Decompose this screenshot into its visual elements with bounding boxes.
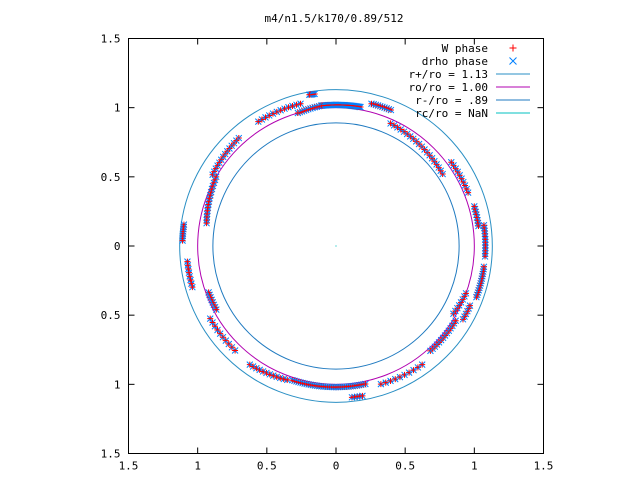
reference-circles <box>179 89 493 403</box>
w-point <box>368 100 375 107</box>
w-point <box>437 167 444 174</box>
w-point <box>461 313 468 320</box>
legend-entry-w-phase: W phase <box>442 42 517 55</box>
legend-marker-drho-phase <box>509 57 517 65</box>
y-tick-label: 0.5 <box>101 171 121 184</box>
y-tick-label: 1.5 <box>101 448 121 461</box>
w-point <box>306 91 313 98</box>
w-point <box>225 341 232 348</box>
w-point <box>284 376 291 383</box>
w-point <box>387 120 394 127</box>
x-tick-label: 0.5 <box>257 460 277 473</box>
y-tick-label: 1.5 <box>101 33 121 46</box>
legend-label-r-minus: r-/ro = .89 <box>415 94 488 107</box>
w-point <box>407 133 414 140</box>
w-point <box>400 128 407 135</box>
w-point <box>232 347 239 354</box>
legend-label-drho-phase: drho phase <box>422 55 488 68</box>
w-point <box>431 158 438 165</box>
w-point <box>222 337 229 344</box>
legend-entry-drho-phase: drho phase <box>422 55 517 68</box>
w-point <box>185 266 192 273</box>
axis-ticks: 1.5 1 0.5 0 0.5 1 1.51.510.500.511.5 <box>101 33 554 473</box>
w-point <box>362 381 369 388</box>
w-point <box>404 130 411 137</box>
x-tick-label: 0.5 <box>395 460 415 473</box>
w-point <box>462 290 469 297</box>
w-point <box>433 161 440 168</box>
w-point <box>480 263 487 270</box>
w-point <box>387 377 394 384</box>
x-tick-label: 1 <box>471 460 478 473</box>
legend-label-w-phase: W phase <box>442 42 488 55</box>
y-tick-label: 1 <box>114 378 121 391</box>
legend-cross-icon <box>509 57 517 65</box>
x-tick-label: 1.5 <box>534 460 554 473</box>
legend-label-rc: rc/ro = NaN <box>415 107 488 120</box>
w-point <box>189 284 196 291</box>
w-point <box>293 101 300 108</box>
w-point <box>454 168 461 175</box>
w-point <box>179 237 186 244</box>
legend-entry-r-minus: r-/ro = .89 <box>415 94 530 107</box>
legend-marker-w-phase <box>509 44 517 52</box>
legend-entry-ro: ro/ro = 1.00 <box>409 81 530 94</box>
circle-r-ro <box>212 122 460 370</box>
legend-label-r-plus: r+/ro = 1.13 <box>409 68 488 81</box>
y-tick-label: 0 <box>114 240 121 253</box>
w-point <box>294 110 301 117</box>
y-tick-label: 0.5 <box>101 309 121 322</box>
w-point <box>214 162 221 169</box>
w-point <box>466 302 473 309</box>
w-point <box>480 222 487 229</box>
w-point <box>186 273 193 280</box>
w-point <box>214 327 221 334</box>
w-point <box>184 262 191 269</box>
w-point <box>213 306 220 313</box>
w-point <box>382 379 389 386</box>
w-point <box>419 361 426 368</box>
y-tick-label: 1 <box>114 102 121 115</box>
w-point <box>187 276 194 283</box>
w-point <box>377 381 384 388</box>
w-point <box>359 392 366 399</box>
legend-label-ro: ro/ro = 1.00 <box>409 81 488 94</box>
center-dot <box>335 245 337 247</box>
x-tick-label: 1 <box>194 460 201 473</box>
circle-r-ro <box>179 89 493 403</box>
w-point <box>211 323 218 330</box>
chart-title: m4/n1.5/k170/0.89/512 <box>264 12 403 25</box>
w-point <box>186 269 193 276</box>
legend-entry-rc: rc/ro = NaN <box>415 107 530 120</box>
w-point <box>397 126 404 133</box>
w-point <box>228 344 235 351</box>
w-point <box>297 100 304 107</box>
w-point <box>255 118 262 125</box>
w-point <box>217 330 224 337</box>
w-point <box>452 165 459 172</box>
data-points <box>179 90 489 401</box>
w-point <box>452 317 459 324</box>
legend-entry-r-plus: r+/ro = 1.13 <box>409 68 530 81</box>
w-point <box>219 334 226 341</box>
x-tick-label: 0 <box>333 460 340 473</box>
w-point <box>435 164 442 171</box>
legend-plus-icon <box>509 44 517 52</box>
legend: W phase drho phase r+/ro = 1.13 ro/ro = … <box>409 42 530 120</box>
x-tick-label: 1.5 <box>119 460 139 473</box>
w-point <box>471 203 478 210</box>
w-point <box>448 159 455 166</box>
w-point <box>450 162 457 169</box>
w-point <box>203 220 210 227</box>
